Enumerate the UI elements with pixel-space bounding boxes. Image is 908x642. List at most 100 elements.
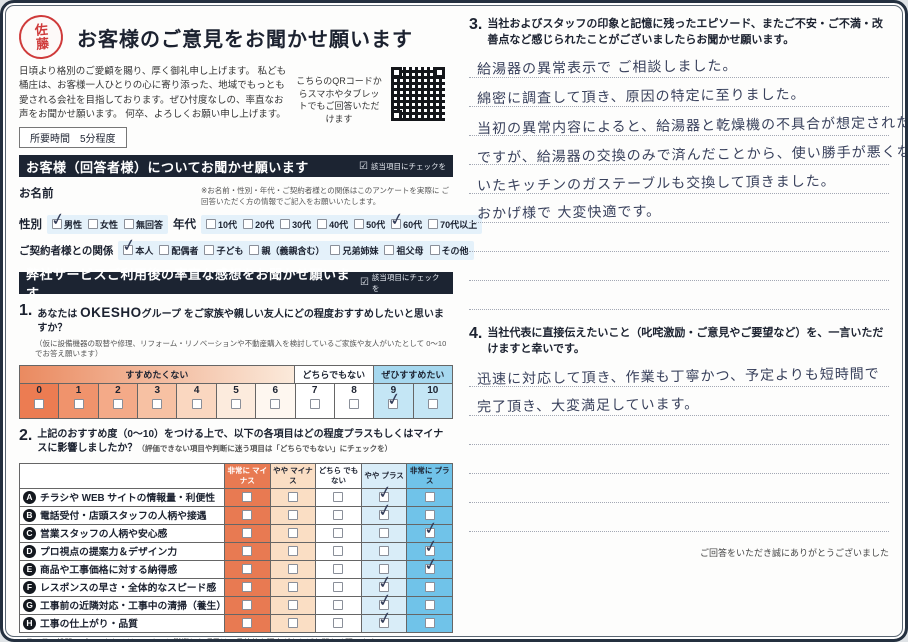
checkbox[interactable] bbox=[391, 219, 402, 229]
checkbox[interactable] bbox=[287, 564, 298, 575]
checkbox[interactable] bbox=[287, 546, 298, 557]
option-parent[interactable]: 親（義親含む） bbox=[249, 244, 324, 257]
checkbox[interactable] bbox=[333, 600, 344, 611]
checkbox[interactable] bbox=[424, 600, 435, 611]
write-in-line[interactable]: 給湯器の異常表示で ご相談しました。 bbox=[469, 49, 889, 78]
checkbox[interactable] bbox=[333, 510, 344, 521]
option-grandparent[interactable]: 祖父母 bbox=[384, 244, 424, 257]
checkbox[interactable] bbox=[333, 618, 344, 629]
checkbox[interactable] bbox=[242, 546, 253, 557]
checkbox[interactable] bbox=[384, 245, 395, 255]
write-in-line[interactable]: 綿密に調査して頂き、原因の特定に至りました。 bbox=[469, 78, 889, 107]
checkbox[interactable] bbox=[270, 399, 281, 410]
write-in-line[interactable]: ですが、給湯器の交換のみで済んだことから、使い勝手が悪くなって bbox=[469, 136, 905, 166]
checkbox[interactable] bbox=[242, 528, 253, 539]
checkbox[interactable] bbox=[333, 546, 344, 557]
checkbox[interactable] bbox=[379, 546, 390, 557]
write-in-line[interactable] bbox=[469, 252, 889, 281]
checkbox[interactable] bbox=[242, 582, 253, 593]
nps-cell-4[interactable]: 4 bbox=[176, 383, 216, 418]
write-in-line[interactable]: 迅速に対応して頂き、作業も丁寧かつ、予定よりも短時間で bbox=[469, 358, 889, 388]
write-in-line[interactable] bbox=[469, 223, 889, 252]
option-child[interactable]: 子ども bbox=[204, 244, 243, 257]
checkbox[interactable] bbox=[287, 528, 298, 539]
checkbox[interactable] bbox=[34, 399, 45, 410]
write-in-line[interactable] bbox=[469, 445, 889, 474]
checkbox[interactable] bbox=[379, 510, 390, 521]
checkbox[interactable] bbox=[424, 492, 435, 503]
checkbox[interactable] bbox=[287, 600, 298, 611]
nps-cell-3[interactable]: 3 bbox=[137, 383, 177, 418]
checkbox[interactable] bbox=[242, 492, 253, 503]
checkbox[interactable] bbox=[73, 399, 84, 410]
option-self[interactable]: 本人 bbox=[123, 244, 153, 257]
checkbox[interactable] bbox=[349, 399, 360, 410]
checkbox[interactable] bbox=[287, 582, 298, 593]
option-age-50s[interactable]: 50代 bbox=[354, 218, 385, 231]
checkbox[interactable] bbox=[112, 399, 123, 410]
option-male[interactable]: 男性 bbox=[52, 218, 82, 231]
checkbox[interactable] bbox=[424, 582, 435, 593]
checkbox[interactable] bbox=[309, 399, 320, 410]
checkbox[interactable] bbox=[242, 618, 253, 629]
checkbox[interactable] bbox=[333, 492, 344, 503]
checkbox[interactable] bbox=[287, 510, 298, 521]
option-age-10s[interactable]: 10代 bbox=[206, 218, 237, 231]
checkbox[interactable] bbox=[317, 219, 328, 229]
option-age-40s[interactable]: 40代 bbox=[317, 218, 348, 231]
nps-cell-1[interactable]: 1 bbox=[58, 383, 98, 418]
checkbox[interactable] bbox=[206, 219, 217, 229]
checkbox[interactable] bbox=[249, 245, 260, 255]
option-age-20s[interactable]: 20代 bbox=[243, 218, 274, 231]
checkbox[interactable] bbox=[379, 528, 390, 539]
nps-cell-0[interactable]: 0 bbox=[20, 383, 59, 418]
checkbox[interactable] bbox=[333, 582, 344, 593]
checkbox[interactable] bbox=[242, 600, 253, 611]
write-in-line[interactable] bbox=[469, 416, 889, 445]
checkbox[interactable] bbox=[333, 528, 344, 539]
write-in-line[interactable]: おかげ様で 大変快適です。 bbox=[469, 194, 889, 223]
write-in-line[interactable] bbox=[469, 281, 889, 310]
option-age-60s[interactable]: 60代 bbox=[391, 218, 422, 231]
checkbox[interactable] bbox=[124, 219, 135, 229]
checkbox[interactable] bbox=[428, 219, 439, 229]
option-age-30s[interactable]: 30代 bbox=[280, 218, 311, 231]
checkbox[interactable] bbox=[354, 219, 365, 229]
checkbox[interactable] bbox=[429, 245, 440, 255]
write-in-line[interactable]: 当初の異常内容によると、給湯器と乾燥機の不具合が想定されたよう bbox=[469, 107, 905, 137]
checkbox[interactable] bbox=[159, 245, 170, 255]
checkbox[interactable] bbox=[424, 618, 435, 629]
nps-cell-7[interactable]: 7 bbox=[294, 383, 334, 418]
checkbox[interactable] bbox=[427, 399, 438, 410]
checkbox[interactable] bbox=[204, 245, 215, 255]
checkbox[interactable] bbox=[88, 219, 99, 229]
checkbox[interactable] bbox=[52, 219, 62, 229]
option-female[interactable]: 女性 bbox=[88, 218, 118, 231]
write-in-line[interactable]: 完了頂き、大変満足しています。 bbox=[469, 387, 889, 416]
checkbox[interactable] bbox=[424, 564, 435, 575]
option-spouse[interactable]: 配偶者 bbox=[159, 244, 198, 257]
checkbox[interactable] bbox=[330, 245, 341, 255]
checkbox[interactable] bbox=[280, 219, 291, 229]
option-sibling[interactable]: 兄弟姉妹 bbox=[330, 244, 378, 257]
nps-cell-10[interactable]: 10 bbox=[412, 383, 452, 418]
checkbox[interactable] bbox=[191, 399, 202, 410]
nps-cell-5[interactable]: 5 bbox=[215, 383, 256, 418]
checkbox[interactable] bbox=[230, 399, 241, 410]
nps-cell-6[interactable]: 6 bbox=[255, 383, 295, 418]
write-in-line[interactable] bbox=[469, 503, 889, 532]
write-in-line[interactable]: いたキッチンのガステーブルも交換して頂きました。 bbox=[469, 165, 889, 194]
nps-cell-8[interactable]: 8 bbox=[333, 383, 374, 418]
option-no-answer[interactable]: 無回答 bbox=[124, 218, 163, 231]
write-in-line[interactable] bbox=[469, 474, 889, 503]
option-age-70s-plus[interactable]: 70代以上 bbox=[428, 218, 477, 231]
checkbox[interactable] bbox=[333, 564, 344, 575]
checkbox[interactable] bbox=[152, 399, 163, 410]
nps-cell-2[interactable]: 2 bbox=[97, 383, 138, 418]
checkbox[interactable] bbox=[242, 510, 253, 521]
checkbox[interactable] bbox=[242, 564, 253, 575]
checkbox[interactable] bbox=[243, 219, 254, 229]
checkbox[interactable] bbox=[123, 245, 134, 255]
nps-cell-9[interactable]: 9 bbox=[373, 383, 413, 418]
checkbox[interactable] bbox=[287, 492, 298, 503]
